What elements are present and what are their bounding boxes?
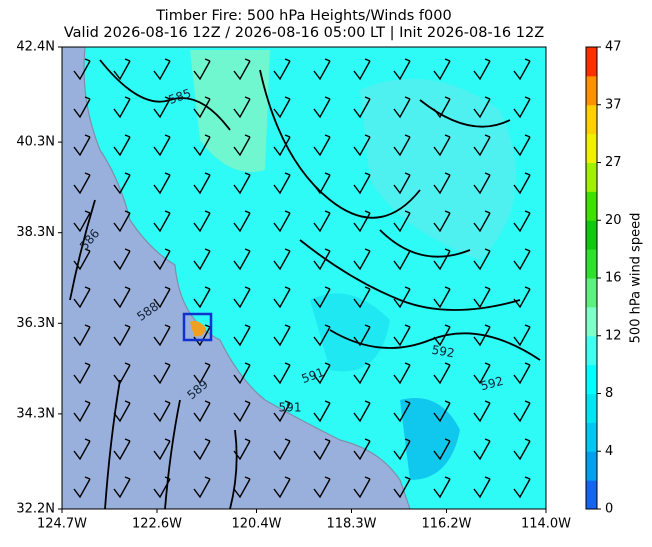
- x-tick-label: 116.2W: [421, 517, 471, 532]
- colorbar-band: [586, 75, 597, 106]
- contours: [69, 59, 541, 509]
- contour-label: 591: [279, 401, 302, 415]
- colorbar-band: [586, 451, 597, 481]
- subtitle: Valid 2026-08-16 12Z / 2026-08-16 05:00 …: [64, 25, 544, 41]
- fire-box: [182, 312, 213, 342]
- colorbar: 0 4 8 12 16 20 27 37 47: [586, 40, 622, 517]
- x-tick-label: 124.7W: [37, 517, 87, 532]
- x-tick-label: 118.3W: [326, 517, 376, 532]
- colorbar-band: [586, 133, 597, 163]
- colorbar-band: [586, 220, 597, 250]
- contour-label: 592: [431, 343, 456, 361]
- colorbar-tick-label: 20: [605, 213, 622, 228]
- colorbar-band: [586, 393, 597, 423]
- colorbar-tick-label: 16: [605, 271, 622, 286]
- colorbar-band: [586, 249, 597, 279]
- colorbar-frame: [585, 46, 598, 510]
- colorbar-tick-label: 0: [605, 502, 613, 517]
- map-area: [62, 47, 546, 509]
- colorbar-tick-label: 37: [605, 97, 622, 112]
- colorbar-band: [586, 480, 597, 510]
- colorbar-band: [586, 306, 597, 337]
- colorbar-band: [586, 162, 597, 192]
- colorbar-band: [586, 47, 597, 77]
- colorbar-band: [586, 104, 597, 135]
- colorbar-band: [586, 278, 597, 308]
- plot-frame: [61, 46, 547, 510]
- y-tick-label: 36.3N: [16, 316, 55, 331]
- contour-label: 592: [479, 374, 505, 393]
- title: Timber Fire: 500 hPa Heights/Winds f000: [155, 8, 451, 24]
- colorbar-label: 500 hPa wind speed: [629, 213, 644, 344]
- y-tick-label: 34.3N: [16, 406, 55, 421]
- y-tick-label: 32.2N: [16, 502, 55, 517]
- colorbar-tick-label: 4: [605, 444, 613, 459]
- x-tick-label: 114.0W: [521, 517, 571, 532]
- colorbar-band: [586, 364, 597, 394]
- y-tick-label: 38.3N: [16, 225, 55, 240]
- colorbar-tick-label: 47: [605, 40, 622, 55]
- colorbar-band: [586, 191, 597, 221]
- colorbar-band: [586, 335, 597, 366]
- colorbar-tick-label: 8: [605, 386, 613, 401]
- wind-barbs: [62, 47, 546, 509]
- y-tick-label: 40.3N: [16, 135, 55, 150]
- x-tick-label: 120.4W: [231, 517, 281, 532]
- colorbar-band: [586, 422, 597, 452]
- colorbar-tick-label: 12: [605, 328, 622, 343]
- colorbar-tick-label: 27: [605, 155, 622, 170]
- fire-perimeter: [190, 320, 206, 337]
- x-tick-label: 122.6W: [132, 517, 182, 532]
- y-tick-label: 42.4N: [16, 40, 55, 55]
